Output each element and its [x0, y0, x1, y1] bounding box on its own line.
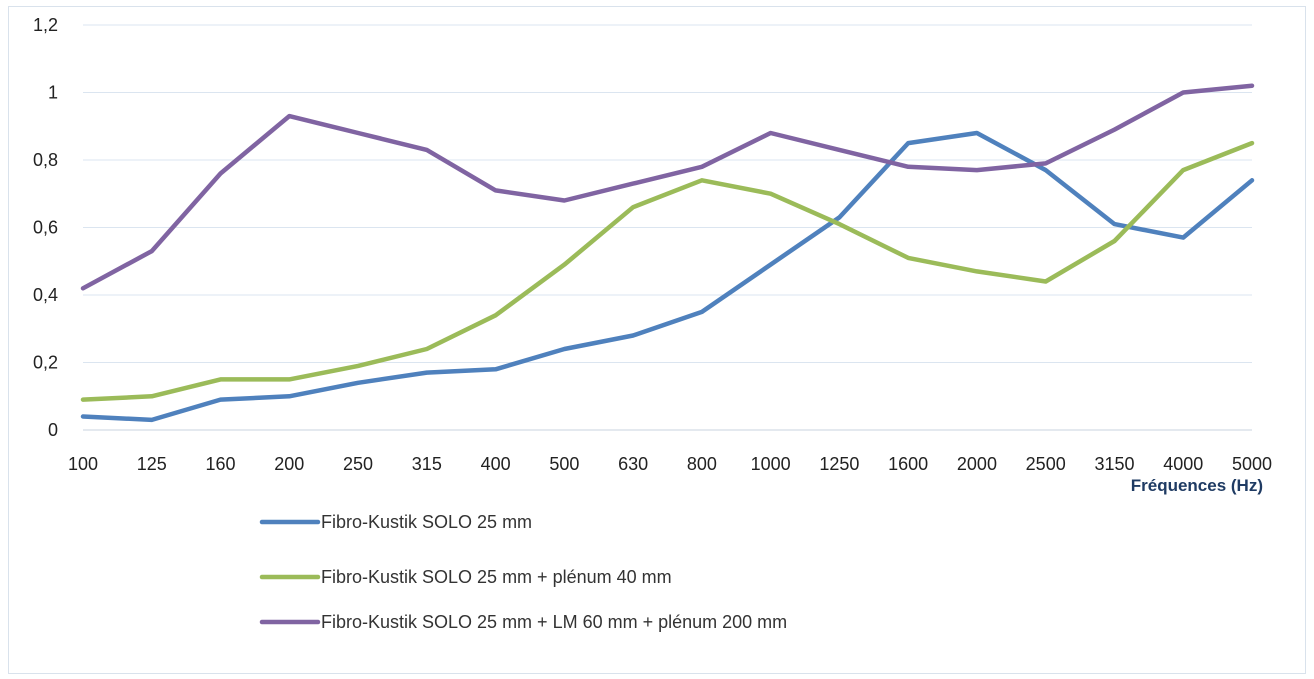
series-line-1 [80, 130, 1255, 423]
y-tick-label: 0,8 [33, 150, 58, 170]
x-tick-label: 5000 [1232, 454, 1272, 474]
x-tick-label: 100 [68, 454, 98, 474]
x-tick-label: 1000 [751, 454, 791, 474]
x-tick-label: 200 [274, 454, 304, 474]
x-tick-label: 400 [481, 454, 511, 474]
x-tick-label: 125 [137, 454, 167, 474]
x-tick-label: 2500 [1026, 454, 1066, 474]
y-tick-label: 1 [48, 83, 58, 103]
x-axis-label: Fréquences (Hz) [1131, 476, 1263, 495]
x-tick-label: 1600 [888, 454, 928, 474]
x-tick-label: 1250 [819, 454, 859, 474]
x-tick-label: 160 [206, 454, 236, 474]
gridlines [83, 24, 1252, 431]
y-tick-label: 0 [48, 420, 58, 440]
y-tick-label: 0,2 [33, 353, 58, 373]
x-tick-label: 4000 [1163, 454, 1203, 474]
legend: Fibro-Kustik SOLO 25 mm Fibro-Kustik SOLO… [259, 512, 787, 632]
x-axis-tick-labels: 100 125 160 200 250 315 400 500 630 800 1000 1250 16… [68, 454, 1272, 474]
chart-frame [8, 6, 1306, 674]
y-axis-tick-labels: 0 0,2 0,4 0,6 0,8 1 1,2 [33, 15, 58, 440]
x-tick-label: 250 [343, 454, 373, 474]
x-tick-label: 500 [549, 454, 579, 474]
y-tick-label: 0,6 [33, 218, 58, 238]
x-tick-label: 800 [687, 454, 717, 474]
x-tick-label: 3150 [1094, 454, 1134, 474]
y-tick-label: 0,4 [33, 285, 58, 305]
series-line-2 [80, 140, 1255, 402]
series-lines [80, 83, 1255, 423]
y-tick-label: 1,2 [33, 15, 58, 35]
legend-label-3: Fibro-Kustik SOLO 25 mm + LM 60 mm + plé… [321, 612, 787, 632]
x-tick-label: 315 [412, 454, 442, 474]
x-tick-label: 630 [618, 454, 648, 474]
x-tick-label: 2000 [957, 454, 997, 474]
legend-label-2: Fibro-Kustik SOLO 25 mm + plénum 40 mm [321, 567, 672, 587]
series-line-3 [80, 83, 1255, 291]
legend-label-1: Fibro-Kustik SOLO 25 mm [321, 512, 532, 532]
